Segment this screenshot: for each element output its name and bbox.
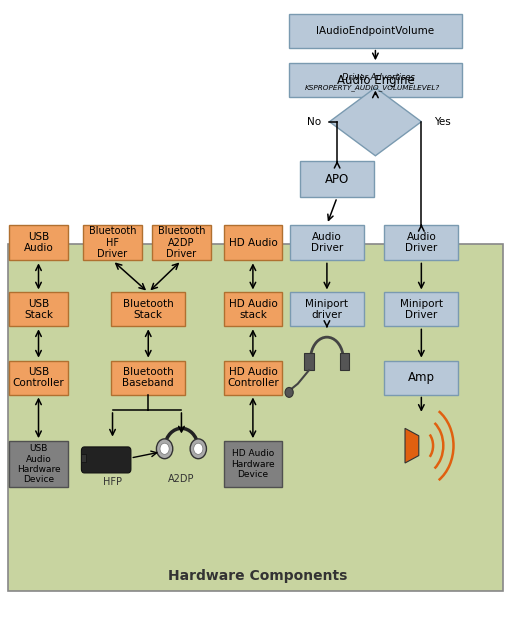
FancyBboxPatch shape	[8, 244, 503, 591]
FancyBboxPatch shape	[223, 441, 282, 488]
Text: Bluetooth
A2DP
Driver: Bluetooth A2DP Driver	[158, 226, 205, 259]
Text: USB
Audio
Hardware
Device: USB Audio Hardware Device	[17, 444, 60, 484]
Text: Yes: Yes	[434, 118, 451, 127]
Text: Amp: Amp	[408, 371, 435, 384]
Bar	[340, 352, 349, 370]
Text: APO: APO	[325, 173, 349, 186]
FancyBboxPatch shape	[111, 361, 185, 394]
Text: Audio
Driver: Audio Driver	[405, 232, 438, 253]
Circle shape	[160, 443, 169, 454]
FancyBboxPatch shape	[290, 224, 364, 261]
Text: Bluetooth
Baseband: Bluetooth Baseband	[122, 367, 174, 388]
Text: Driver Advertises: Driver Advertises	[342, 73, 414, 82]
FancyBboxPatch shape	[300, 161, 374, 198]
Text: USB
Stack: USB Stack	[24, 299, 53, 320]
Text: KSPROPERTY_AUDIO_VOLUMELEVEL?: KSPROPERTY_AUDIO_VOLUMELEVEL?	[305, 84, 441, 91]
Text: HD Audio
Hardware
Device: HD Audio Hardware Device	[231, 449, 275, 479]
Circle shape	[194, 443, 203, 454]
Circle shape	[285, 388, 293, 398]
FancyBboxPatch shape	[223, 292, 282, 326]
Text: No: No	[307, 118, 321, 127]
FancyBboxPatch shape	[9, 224, 68, 261]
FancyBboxPatch shape	[82, 447, 131, 473]
Circle shape	[156, 439, 173, 459]
FancyBboxPatch shape	[9, 292, 68, 326]
FancyBboxPatch shape	[83, 224, 142, 261]
Text: Audio
Driver: Audio Driver	[311, 232, 343, 253]
Circle shape	[190, 439, 206, 459]
FancyBboxPatch shape	[9, 441, 68, 488]
FancyBboxPatch shape	[223, 224, 282, 261]
Polygon shape	[405, 428, 419, 463]
FancyBboxPatch shape	[384, 361, 458, 394]
Text: Audio Engine: Audio Engine	[336, 74, 414, 87]
FancyBboxPatch shape	[111, 292, 185, 326]
Text: Hardware Components: Hardware Components	[168, 569, 348, 582]
FancyBboxPatch shape	[290, 292, 364, 326]
Text: IAudioEndpointVolume: IAudioEndpointVolume	[316, 26, 434, 36]
Text: USB
Controller: USB Controller	[12, 367, 64, 388]
Text: A2DP: A2DP	[168, 474, 195, 484]
Text: USB
Audio: USB Audio	[24, 232, 53, 253]
Text: HD Audio: HD Audio	[229, 238, 277, 248]
FancyBboxPatch shape	[384, 224, 458, 261]
Text: Miniport
Driver: Miniport Driver	[400, 299, 443, 320]
FancyBboxPatch shape	[288, 63, 462, 98]
Text: HD Audio
stack: HD Audio stack	[229, 299, 277, 320]
FancyBboxPatch shape	[223, 361, 282, 394]
Text: HD Audio
Controller: HD Audio Controller	[227, 367, 279, 388]
FancyBboxPatch shape	[288, 14, 462, 48]
Polygon shape	[329, 88, 422, 156]
FancyBboxPatch shape	[9, 361, 68, 394]
FancyBboxPatch shape	[384, 292, 458, 326]
Text: Miniport
driver: Miniport driver	[305, 299, 348, 320]
FancyBboxPatch shape	[152, 224, 211, 261]
Text: HFP: HFP	[103, 477, 122, 487]
Text: Bluetooth
HF
Driver: Bluetooth HF Driver	[89, 226, 136, 259]
Text: Bluetooth
Stack: Bluetooth Stack	[123, 299, 173, 320]
Bar	[304, 352, 314, 370]
Bar	[81, 454, 86, 462]
